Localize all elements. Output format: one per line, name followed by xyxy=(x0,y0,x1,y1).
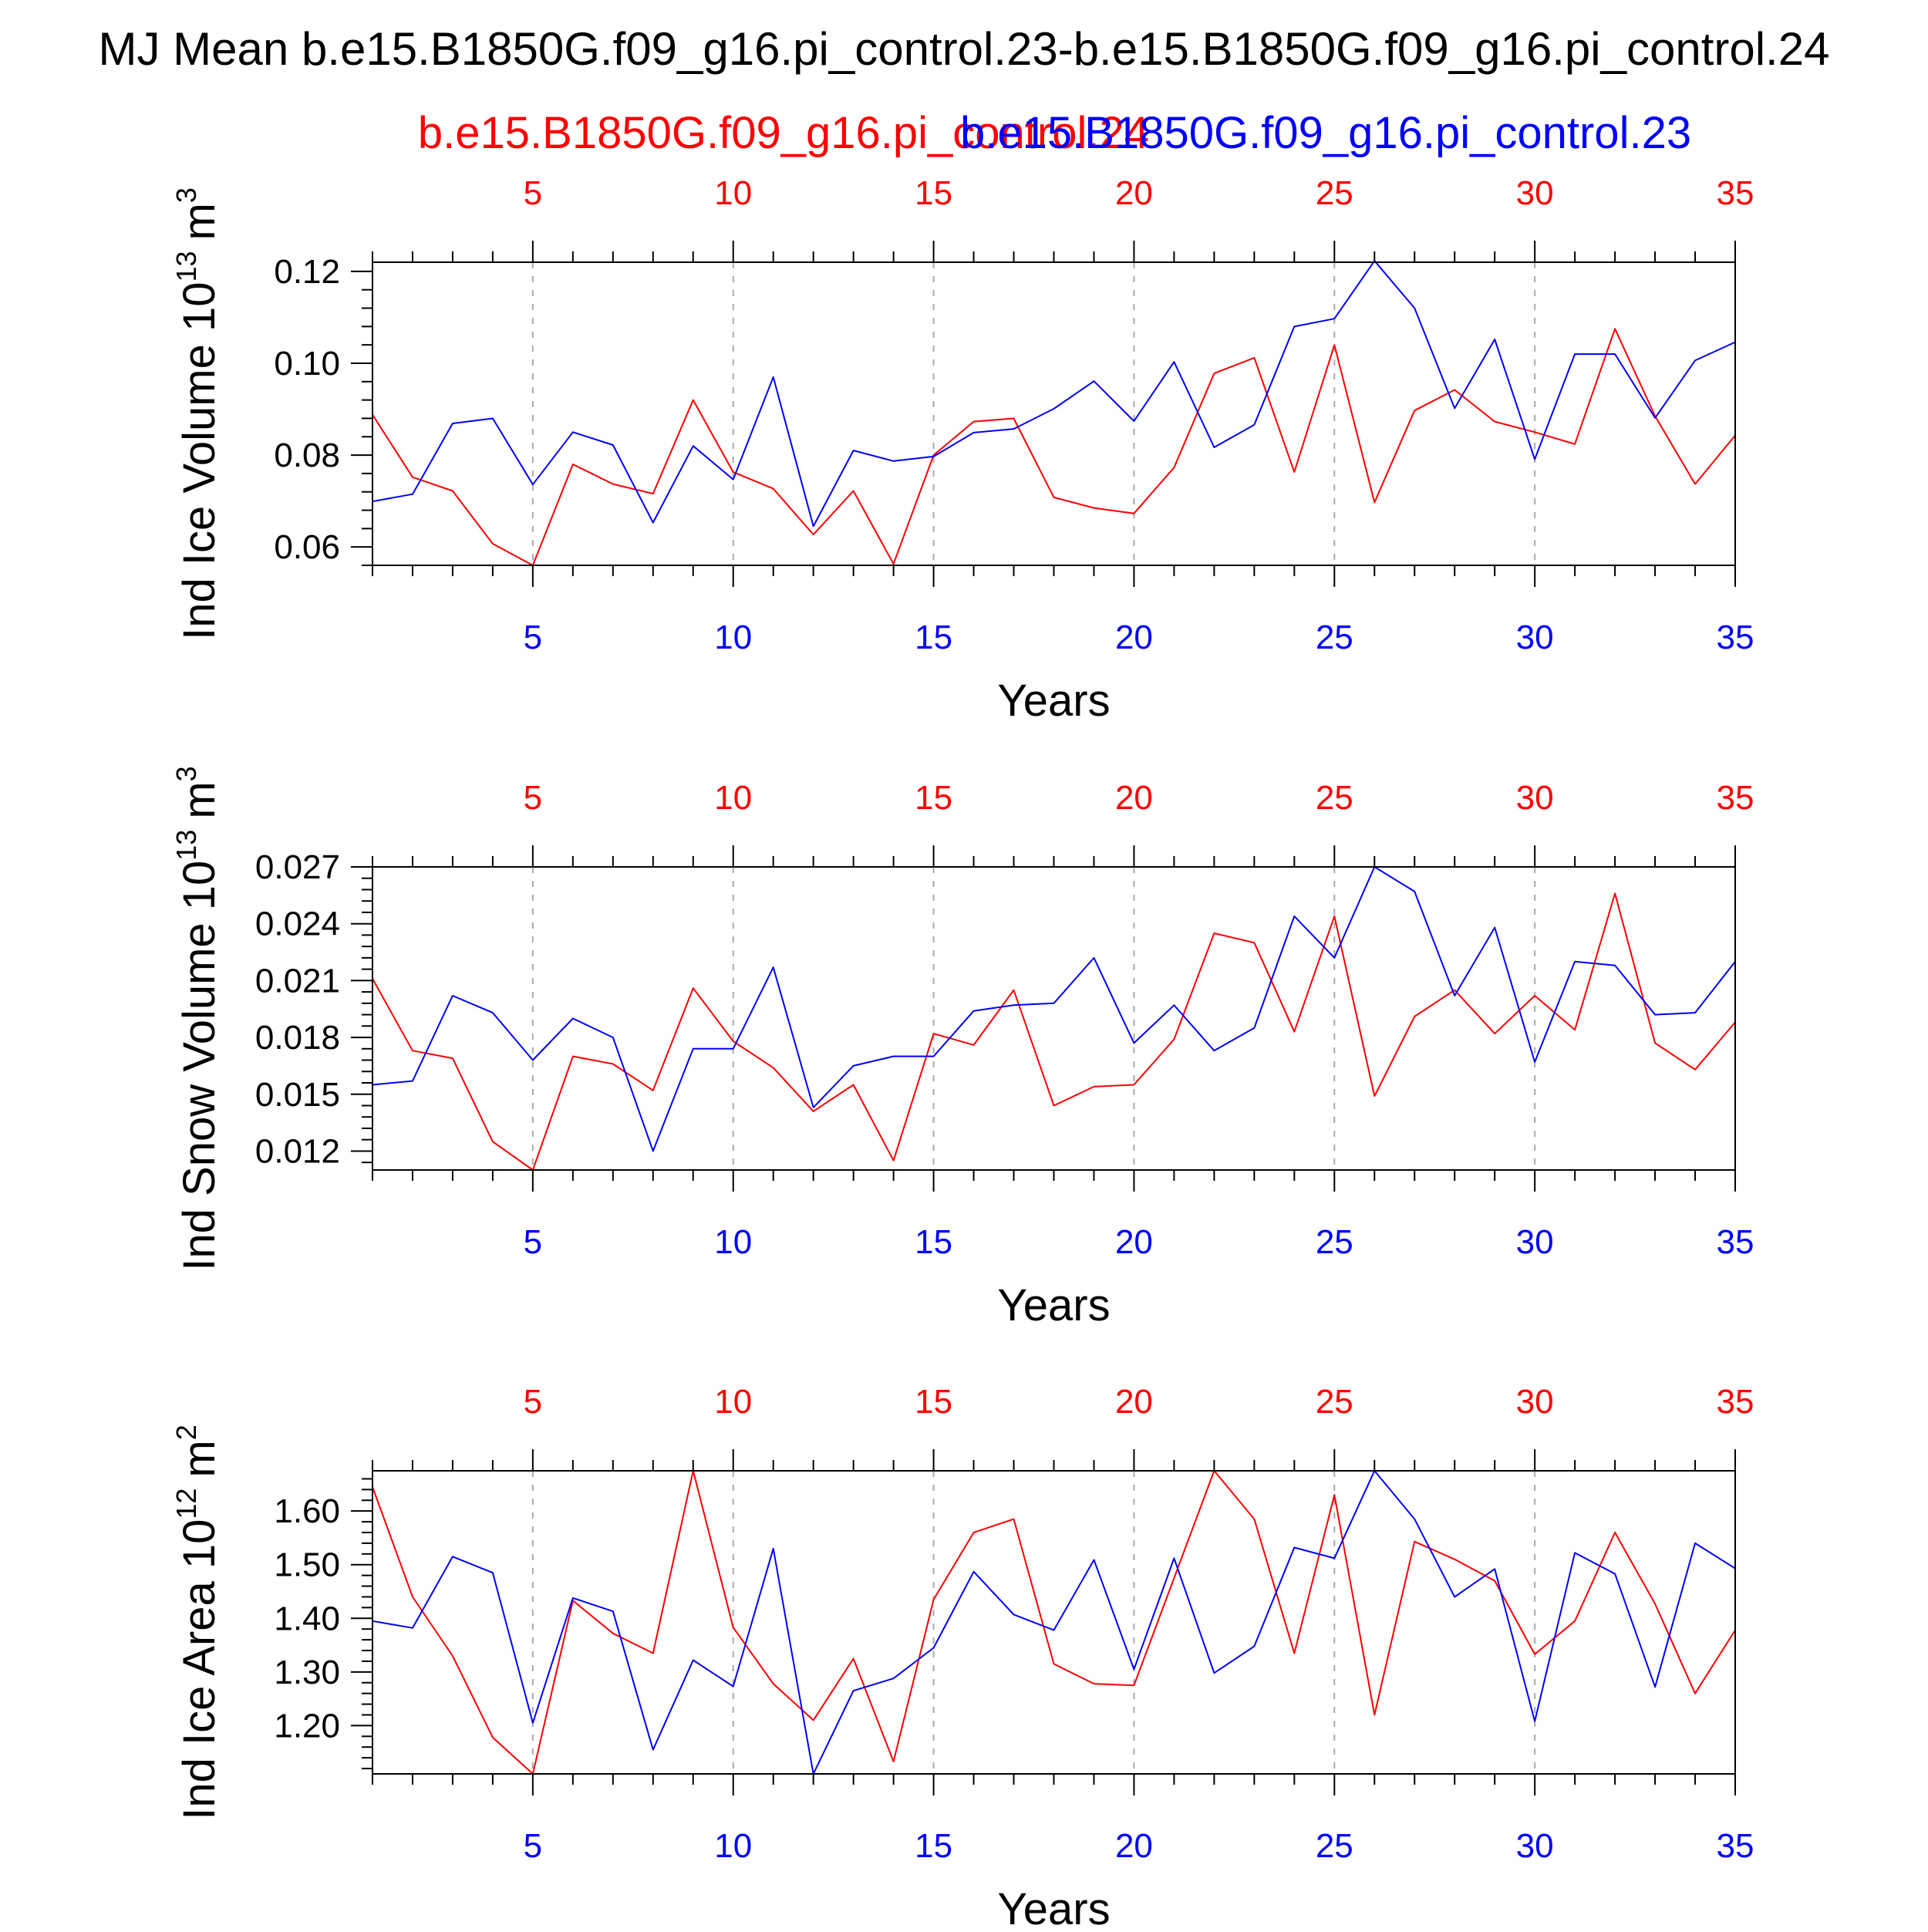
y-axis-label-main: Ind Snow Volume 10 xyxy=(174,861,224,1271)
x-tick-label-bottom: 5 xyxy=(524,619,542,656)
x-tick-label-bottom: 10 xyxy=(714,619,752,656)
y-tick-label: 1.40 xyxy=(274,1600,340,1637)
y-axis-label-main: Ind Ice Volume 10 xyxy=(174,282,224,640)
y-tick-label: 0.018 xyxy=(255,1019,340,1057)
y-axis-label-unit-exp: 3 xyxy=(170,187,202,203)
x-tick-label-top: 20 xyxy=(1115,1383,1153,1421)
series-line-blue xyxy=(372,866,1736,1152)
x-tick-label-bottom: 25 xyxy=(1316,1827,1353,1865)
y-axis-label-exp: 12 xyxy=(170,1489,202,1519)
y-tick-label: 0.12 xyxy=(274,253,340,291)
y-tick-label: 1.60 xyxy=(274,1492,340,1530)
panel-3: 1.20 1.30 1.40 1.50 1.60 5 5 10 10 15 15 20 20 25 25 30… xyxy=(170,1383,1754,1932)
x-tick-label-bottom: 25 xyxy=(1316,1223,1353,1261)
x-axis-label: Years xyxy=(997,1884,1110,1928)
x-tick-label-bottom: 30 xyxy=(1516,1827,1554,1865)
chart-title: MJ Mean b.e15.B1850G.f09_g16.pi_control.… xyxy=(99,23,1830,75)
x-tick-label-top: 5 xyxy=(524,1383,542,1421)
x-tick-label-bottom: 35 xyxy=(1717,1827,1754,1865)
x-tick-label-bottom: 15 xyxy=(915,1223,952,1261)
x-tick-label-top: 15 xyxy=(915,1383,952,1421)
x-tick-label-bottom: 35 xyxy=(1717,619,1754,656)
x-axis-label: Years xyxy=(997,676,1110,726)
series-line-red xyxy=(372,1470,1736,1775)
x-tick-label-top: 25 xyxy=(1316,779,1353,817)
y-axis-label: Ind Ice Area 1012 m2 xyxy=(170,1425,224,1820)
x-tick-label-bottom: 20 xyxy=(1115,1827,1153,1865)
x-tick-label-top: 25 xyxy=(1316,1383,1353,1421)
x-tick-label-top: 20 xyxy=(1115,779,1153,817)
y-axis-label-unit: m xyxy=(174,781,224,818)
y-axis-label-unit: m xyxy=(174,1440,224,1477)
x-tick-label-top: 35 xyxy=(1717,174,1754,212)
x-tick-label-top: 15 xyxy=(915,779,952,817)
x-tick-label-bottom: 20 xyxy=(1115,619,1153,656)
y-tick-label: 1.50 xyxy=(274,1546,340,1584)
x-axis-label: Years xyxy=(997,1280,1110,1330)
y-axis-label-exp: 13 xyxy=(170,251,202,282)
plot-frame xyxy=(372,1470,1736,1775)
x-tick-label-top: 5 xyxy=(524,174,542,212)
plot-frame xyxy=(372,866,1736,1171)
x-tick-label-bottom: 15 xyxy=(915,619,952,656)
x-tick-label-bottom: 5 xyxy=(524,1223,542,1261)
y-axis-label-unit: m xyxy=(174,203,224,240)
x-tick-label-top: 20 xyxy=(1115,174,1153,212)
panels: 0.060.080.100.12551010151520202525303035… xyxy=(170,174,1754,1932)
x-tick-label-bottom: 5 xyxy=(524,1827,542,1865)
x-tick-label-bottom: 10 xyxy=(714,1223,752,1261)
x-tick-label-bottom: 20 xyxy=(1115,1223,1153,1261)
x-tick-label-top: 10 xyxy=(714,174,752,212)
y-tick-label: 0.08 xyxy=(274,437,340,474)
y-axis-label-unit-exp: 2 xyxy=(170,1425,202,1440)
x-tick-label-top: 30 xyxy=(1516,1383,1554,1421)
y-axis-label-unit-exp: 3 xyxy=(170,766,202,781)
series-line-red xyxy=(372,892,1736,1171)
y-tick-label: 0.015 xyxy=(255,1076,340,1114)
x-tick-label-top: 10 xyxy=(714,779,752,817)
x-tick-label-top: 5 xyxy=(524,779,542,817)
y-tick-label: 0.024 xyxy=(255,905,340,943)
y-axis-label: Ind Snow Volume 1013 m3 xyxy=(170,766,224,1270)
x-tick-label-top: 30 xyxy=(1516,779,1554,817)
y-tick-label: 0.012 xyxy=(255,1132,340,1170)
y-tick-label: 1.30 xyxy=(274,1654,340,1691)
x-tick-label-top: 10 xyxy=(714,1383,752,1421)
panel-1: 0.06 0.08 0.10 0.12 5 5 10 10 15 15 20 20 25 25 30 30 35… xyxy=(170,174,1754,726)
legend-red-case: b.e15.B1850G.f09_g16.pi_control.24 xyxy=(418,108,1149,158)
legend-blue-case: b.e15.B1850G.f09_g16.pi_control.23 xyxy=(960,108,1691,158)
x-tick-label-bottom: 35 xyxy=(1717,1223,1754,1261)
x-tick-label-top: 35 xyxy=(1717,779,1754,817)
x-tick-label-top: 30 xyxy=(1516,174,1554,212)
y-axis-label-exp: 13 xyxy=(170,830,202,861)
series-line-blue xyxy=(372,260,1736,528)
x-tick-label-bottom: 30 xyxy=(1516,619,1554,656)
y-tick-label: 1.20 xyxy=(274,1707,340,1745)
panel-2: 0.012 0.015 0.018 0.021 0.024 0.027 5 5 10 10 15 15… xyxy=(170,766,1754,1330)
y-axis-label-main: Ind Ice Area 10 xyxy=(174,1519,224,1820)
series-line-blue xyxy=(372,1470,1736,1775)
x-tick-label-bottom: 25 xyxy=(1316,619,1353,656)
y-axis-label: Ind Ice Volume 1013 m3 xyxy=(170,187,224,640)
y-tick-label: 0.10 xyxy=(274,345,340,383)
x-tick-label-bottom: 30 xyxy=(1516,1223,1554,1261)
x-tick-label-top: 35 xyxy=(1717,1383,1754,1421)
y-tick-label: 0.021 xyxy=(255,962,340,1000)
series-line-red xyxy=(372,328,1736,566)
x-tick-label-bottom: 10 xyxy=(714,1827,752,1865)
y-tick-label: 0.06 xyxy=(274,528,340,566)
x-tick-label-bottom: 15 xyxy=(915,1827,952,1865)
plot-frame xyxy=(372,261,1736,566)
x-tick-label-top: 15 xyxy=(915,174,952,212)
x-tick-label-top: 25 xyxy=(1316,174,1353,212)
y-tick-label: 0.027 xyxy=(255,848,340,886)
